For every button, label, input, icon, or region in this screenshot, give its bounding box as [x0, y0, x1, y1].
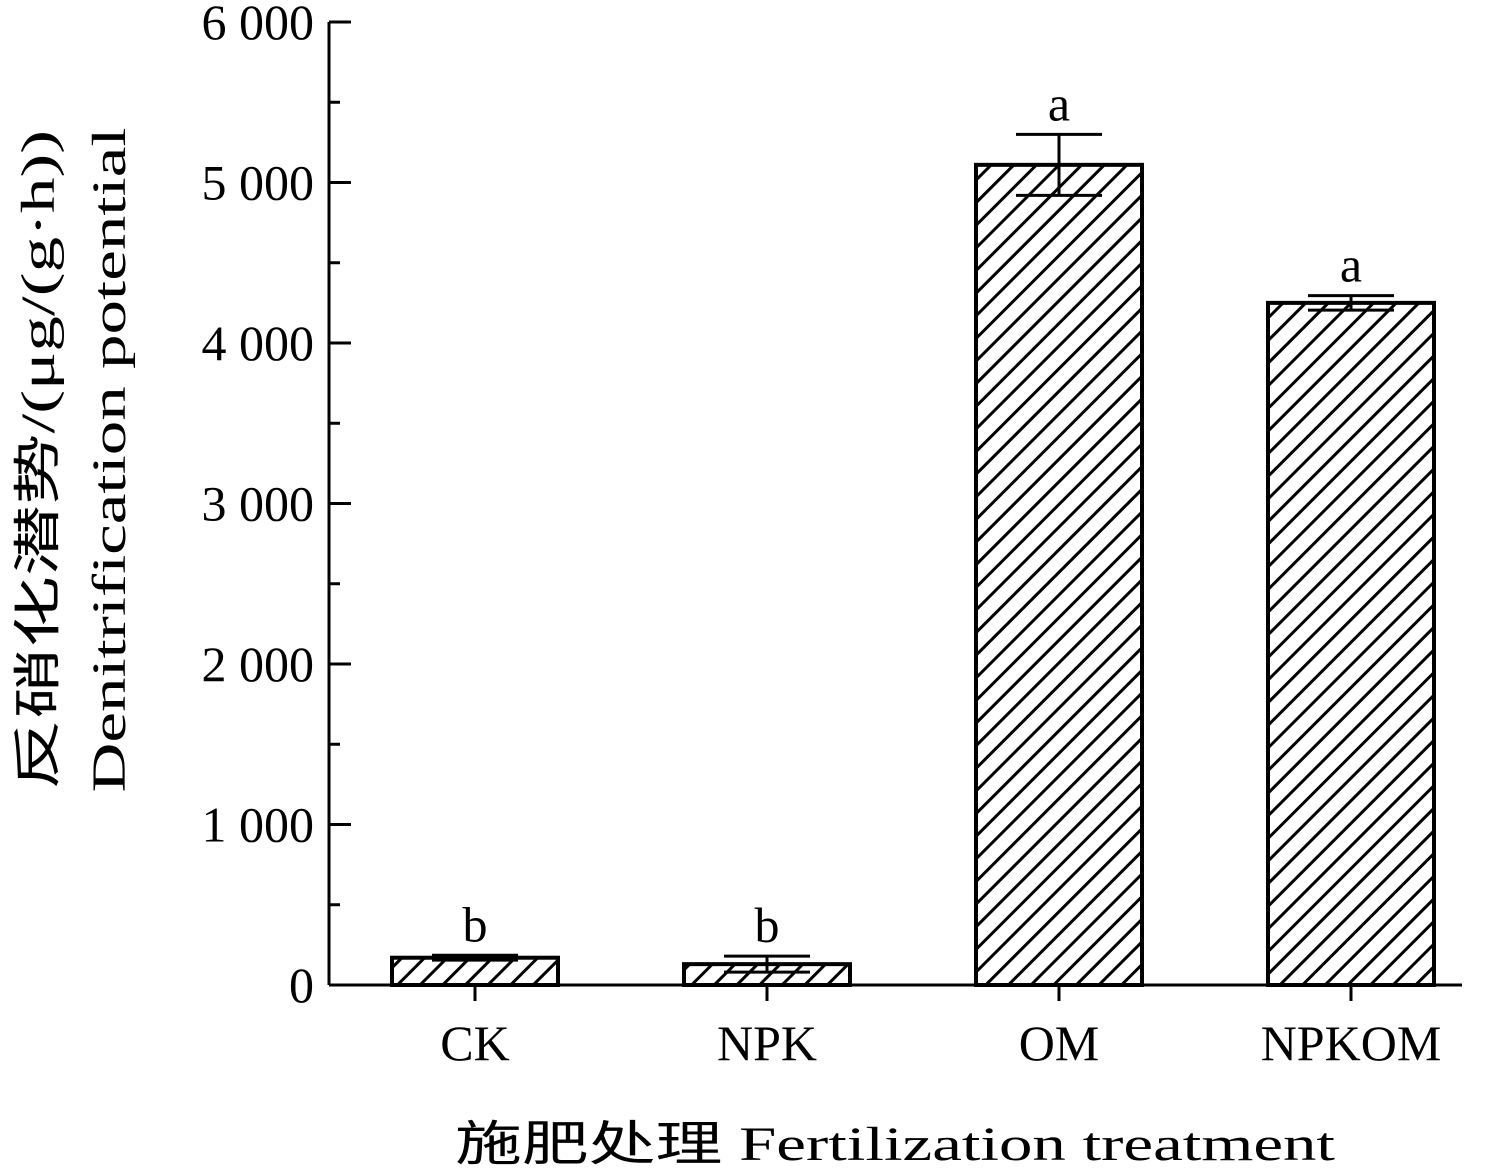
- significance-label: b: [463, 896, 488, 952]
- bar-om: [974, 162, 1144, 988]
- significance-label: a: [1340, 237, 1362, 293]
- y-axis-title-en: Denitrification potential: [83, 128, 136, 793]
- bar-ck: [390, 955, 560, 988]
- bar-npkom: [1266, 300, 1436, 987]
- significance-labels-group: b b a a: [463, 75, 1363, 953]
- y-tick-label: 4 000: [202, 315, 315, 371]
- y-tick-label: 2 000: [202, 636, 315, 692]
- error-bars-group: [432, 132, 1394, 974]
- x-axis-title: 施肥处理 Fertilization treatment: [455, 1118, 1336, 1168]
- significance-label: b: [755, 897, 780, 953]
- bars-group: [390, 162, 1436, 988]
- y-tick-label: 6 000: [202, 0, 315, 50]
- x-tick-label: NPKOM: [1261, 1015, 1442, 1071]
- y-tick-label: 3 000: [202, 476, 315, 532]
- x-tick-label: CK: [440, 1015, 509, 1071]
- y-ticks-group: 0 1 000 2 000 3 000 4 000 5 000 6 000: [202, 0, 351, 1013]
- y-axis-title-cn: 反硝化潜势/(μg/(g·h)): [12, 130, 65, 790]
- x-tick-label: NPK: [717, 1015, 817, 1071]
- y-tick-label: 1 000: [202, 797, 315, 853]
- x-tick-label: OM: [1019, 1015, 1100, 1071]
- y-tick-label: 0: [289, 957, 314, 1013]
- x-ticks-group: CK NPK OM NPKOM: [440, 985, 1441, 1071]
- y-tick-label: 5 000: [202, 155, 315, 211]
- significance-label: a: [1048, 75, 1070, 131]
